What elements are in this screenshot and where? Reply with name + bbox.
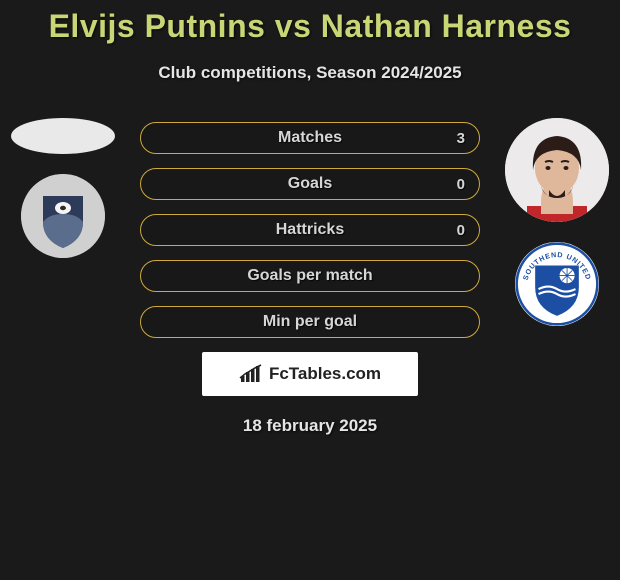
stat-right-value: 0 xyxy=(457,222,465,239)
stat-row-goals-per-match: Goals per match xyxy=(140,260,480,292)
chart-icon xyxy=(239,364,263,384)
branding-badge: FcTables.com xyxy=(202,352,418,396)
right-player-column: SOUTHEND UNITED xyxy=(502,118,612,326)
right-club-badge: SOUTHEND UNITED xyxy=(515,242,599,326)
page-subtitle: Club competitions, Season 2024/2025 xyxy=(0,63,620,83)
right-player-photo xyxy=(505,118,609,222)
page-title: Elvijs Putnins vs Nathan Harness xyxy=(0,0,620,45)
stats-panel: Matches 3 Goals 0 Hattricks 0 Goals per … xyxy=(140,122,480,436)
stat-row-goals: Goals 0 xyxy=(140,168,480,200)
stat-label: Goals per match xyxy=(247,267,372,285)
stat-label: Min per goal xyxy=(263,313,357,331)
branding-text: FcTables.com xyxy=(269,364,381,384)
stat-right-value: 3 xyxy=(457,130,465,147)
stat-row-min-per-goal: Min per goal xyxy=(140,306,480,338)
stat-row-matches: Matches 3 xyxy=(140,122,480,154)
stat-label: Hattricks xyxy=(276,221,344,239)
stat-right-value: 0 xyxy=(457,176,465,193)
stat-row-hattricks: Hattricks 0 xyxy=(140,214,480,246)
left-player-photo xyxy=(11,118,115,154)
left-player-column xyxy=(8,118,118,258)
stat-label: Goals xyxy=(288,175,332,193)
date-label: 18 february 2025 xyxy=(140,416,480,436)
stat-label: Matches xyxy=(278,129,342,147)
left-club-badge xyxy=(21,174,105,258)
